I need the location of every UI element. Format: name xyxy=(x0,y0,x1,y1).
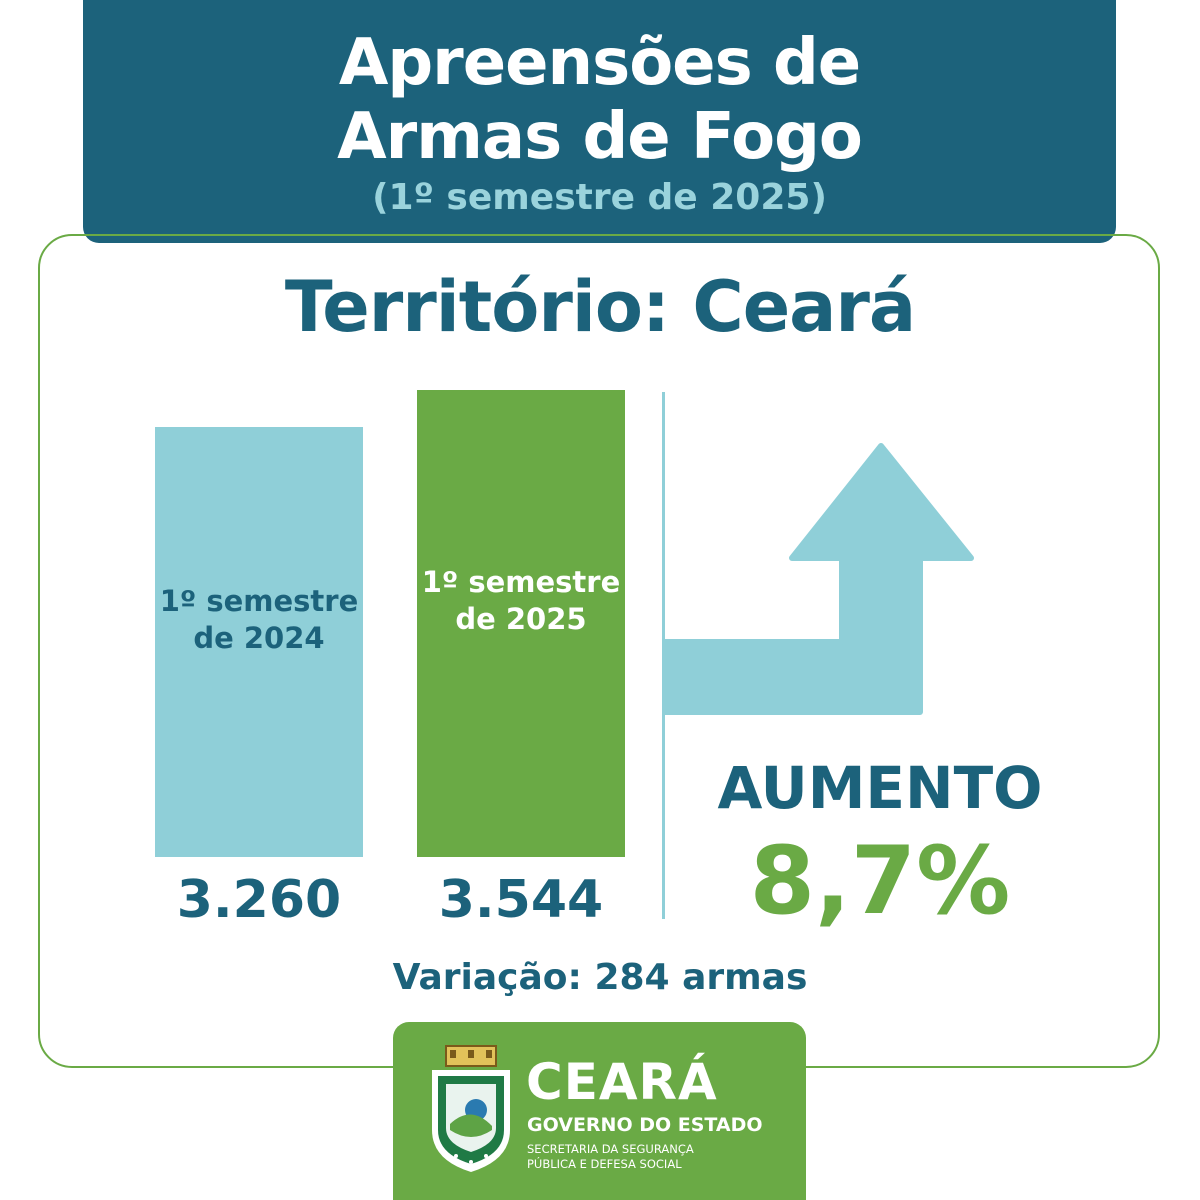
logo-name: CEARÁ xyxy=(526,1053,718,1111)
government-logo: CEARÁ GOVERNO DO ESTADO SECRETARIA DA SE… xyxy=(393,1022,806,1200)
change-label: AUMENTO xyxy=(717,754,1043,822)
title-line-1: Apreensões de xyxy=(338,26,861,100)
header-banner: Apreensões de Armas de Fogo (1º semestre… xyxy=(83,0,1116,243)
bar-value-label: 3.544 xyxy=(438,870,604,930)
bar-category-label: 1º semestre de 2025 xyxy=(422,564,621,638)
bar-2: 1º semestre de 2025 xyxy=(417,390,625,857)
variation-text: Variação: 284 armas xyxy=(392,957,808,998)
coat-of-arms-icon xyxy=(432,1045,510,1172)
subtitle: (1º semestre de 2025) xyxy=(372,177,827,218)
logo-government: GOVERNO DO ESTADO xyxy=(527,1114,763,1136)
logo-secretariat-line-2: PÚBLICA E DEFESA SOCIAL xyxy=(527,1157,682,1171)
logo-secretariat-line-1: SECRETARIA DA SEGURANÇA xyxy=(527,1142,694,1156)
territory-heading: Território: Ceará xyxy=(284,266,916,348)
change-percent: 8,7% xyxy=(749,827,1011,936)
logo-secretariat: SECRETARIA DA SEGURANÇA PÚBLICA E DEFESA… xyxy=(527,1142,787,1172)
title-line-2: Armas de Fogo xyxy=(337,100,863,174)
bar-category-label-line: 1º semestre xyxy=(421,565,621,599)
bar-category-label-line: de 2025 xyxy=(455,602,587,636)
bar-1: 1º semestre de 2024 xyxy=(155,427,363,857)
bar-category-label-line: de 2024 xyxy=(193,620,325,655)
bar-category-label: 1º semestre de 2024 xyxy=(160,583,359,657)
bar-category-label-line: 1º semestre xyxy=(159,583,359,618)
bar-value-label: 3.260 xyxy=(176,870,342,930)
